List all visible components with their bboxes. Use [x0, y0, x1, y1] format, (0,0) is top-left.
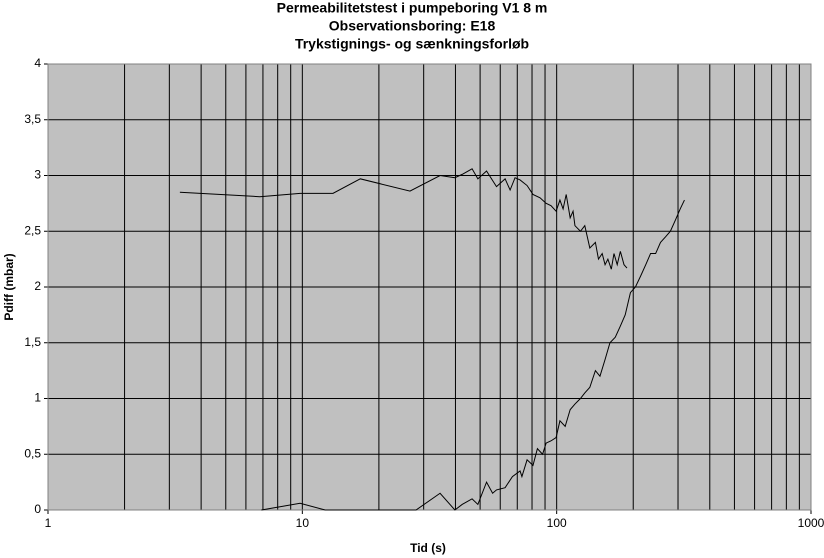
- x-axis-title: Tid (s): [410, 541, 446, 555]
- data-line: [179, 168, 628, 270]
- y-tick-label: 1: [34, 391, 41, 405]
- x-tick-label: 10: [296, 516, 310, 530]
- y-tick-label: 3,5: [24, 112, 41, 126]
- y-tick-label: 0,5: [24, 446, 41, 460]
- plot-border: [47, 63, 812, 511]
- chart-title: Trykstignings- og sænkningsforløb: [295, 36, 529, 52]
- y-tick-label: 2: [34, 279, 41, 293]
- x-tick-label: 1000: [798, 516, 824, 530]
- y-tick-label: 0: [34, 502, 41, 516]
- y-tick-label: 1,5: [24, 335, 41, 349]
- data-line: [261, 199, 685, 511]
- y-axis-title: Pdiff (mbar): [2, 253, 16, 320]
- chart-title: Observationsboring: E18: [329, 18, 496, 34]
- x-tick-label: 100: [547, 516, 567, 530]
- chart-title: Permeabilitetstest i pumpeboring V1 8 m: [277, 0, 548, 16]
- x-tick-label: 1: [45, 516, 52, 530]
- y-tick-label: 4: [34, 56, 41, 70]
- y-tick-label: 3: [34, 168, 41, 182]
- y-tick-label: 2,5: [24, 223, 41, 237]
